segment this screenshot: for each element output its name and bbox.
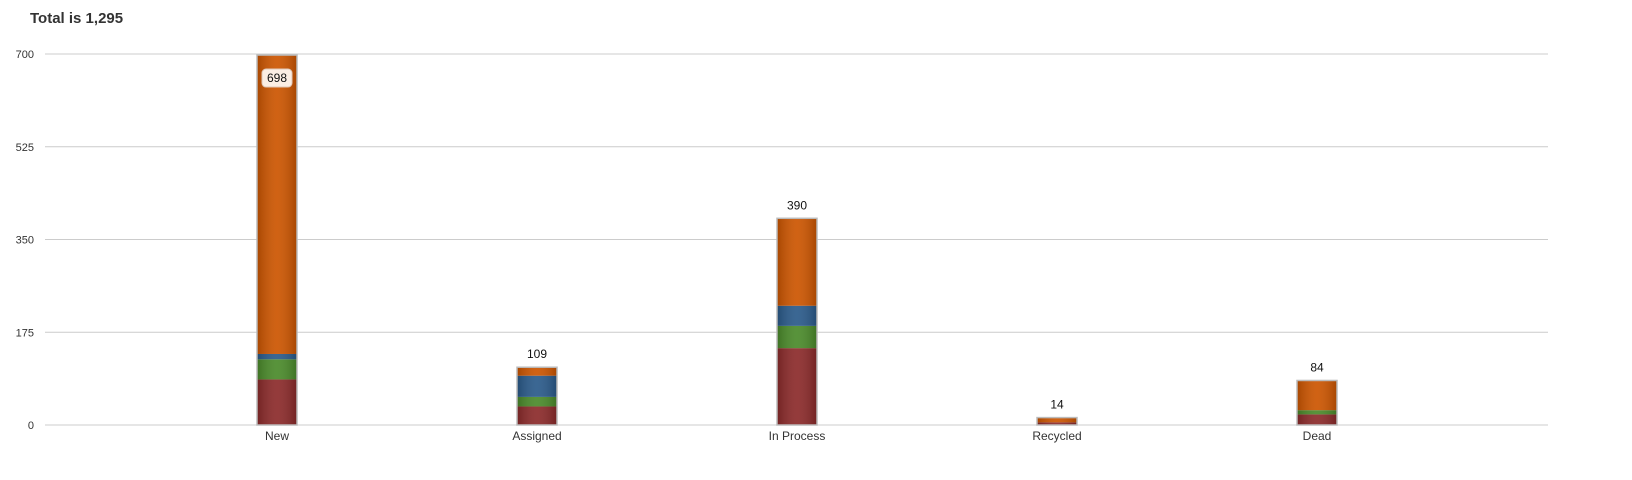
- total-label-group: 390: [787, 198, 807, 212]
- x-category-label: Assigned: [512, 429, 561, 443]
- total-label: 698: [267, 71, 287, 85]
- total-label: 109: [527, 347, 547, 361]
- total-label-group: 14: [1050, 398, 1064, 412]
- x-category-label: Dead: [1303, 429, 1332, 443]
- bar-segment-shading: [777, 348, 817, 425]
- bar-segment-shading: [1037, 422, 1077, 425]
- bar-segment-shading: [517, 396, 557, 407]
- bar-outline: [1036, 416, 1078, 426]
- x-category-label: In Process: [769, 429, 826, 443]
- total-label: 390: [787, 198, 807, 212]
- bar-segment-shading: [777, 305, 817, 326]
- bar-segment-shading: [1297, 380, 1337, 411]
- bar-segment-shading: [517, 375, 557, 397]
- x-category-label: Recycled: [1032, 429, 1081, 443]
- bar-segment-shading: [777, 218, 817, 306]
- total-labels: 698 109 390 14 84: [261, 68, 1324, 412]
- bar-outline: [776, 217, 818, 426]
- y-tick-label: 525: [16, 142, 34, 154]
- bar-segment-shading: [1037, 417, 1077, 423]
- bar-segment-shading: [777, 325, 817, 349]
- x-category-label: New: [265, 429, 289, 443]
- bar-outline: [256, 54, 298, 426]
- bar-segment-shading: [517, 406, 557, 425]
- total-label-box: [261, 68, 293, 88]
- y-tick-label: 0: [28, 420, 34, 432]
- y-axis-ticks: 0 175 350 525 700: [16, 49, 34, 432]
- total-label-group: 109: [527, 347, 547, 361]
- bar-segment-shading: [1297, 410, 1337, 415]
- chart-title: Total is 1,295: [30, 10, 124, 27]
- bar-segment-shading: [257, 55, 297, 354]
- y-tick-label: 350: [16, 235, 34, 247]
- bar-stack-new: [256, 54, 298, 426]
- bar-stack-in-process: [776, 217, 818, 426]
- bar-stack-assigned: [516, 366, 558, 426]
- total-label-group: 84: [1310, 360, 1324, 374]
- bar-segment-shading: [517, 367, 557, 376]
- bar-stack-dead: [1296, 379, 1338, 426]
- total-label: 84: [1310, 360, 1324, 374]
- x-axis-labels: New Assigned In Process Recycled Dead: [265, 429, 1331, 443]
- y-tick-label: 700: [16, 49, 34, 61]
- bar-segment-shading: [1297, 414, 1337, 425]
- bar-segment-shading: [257, 353, 297, 360]
- y-tick-label: 175: [16, 327, 34, 339]
- bar-outline: [1296, 379, 1338, 426]
- bar-segment-shading: [257, 379, 297, 425]
- bar-segment-shading: [257, 359, 297, 380]
- bar-outline: [516, 366, 558, 426]
- total-label-group: 698: [261, 68, 293, 88]
- total-label: 14: [1050, 398, 1064, 412]
- bar-stack-recycled: [1036, 416, 1078, 426]
- bars: [256, 54, 1338, 426]
